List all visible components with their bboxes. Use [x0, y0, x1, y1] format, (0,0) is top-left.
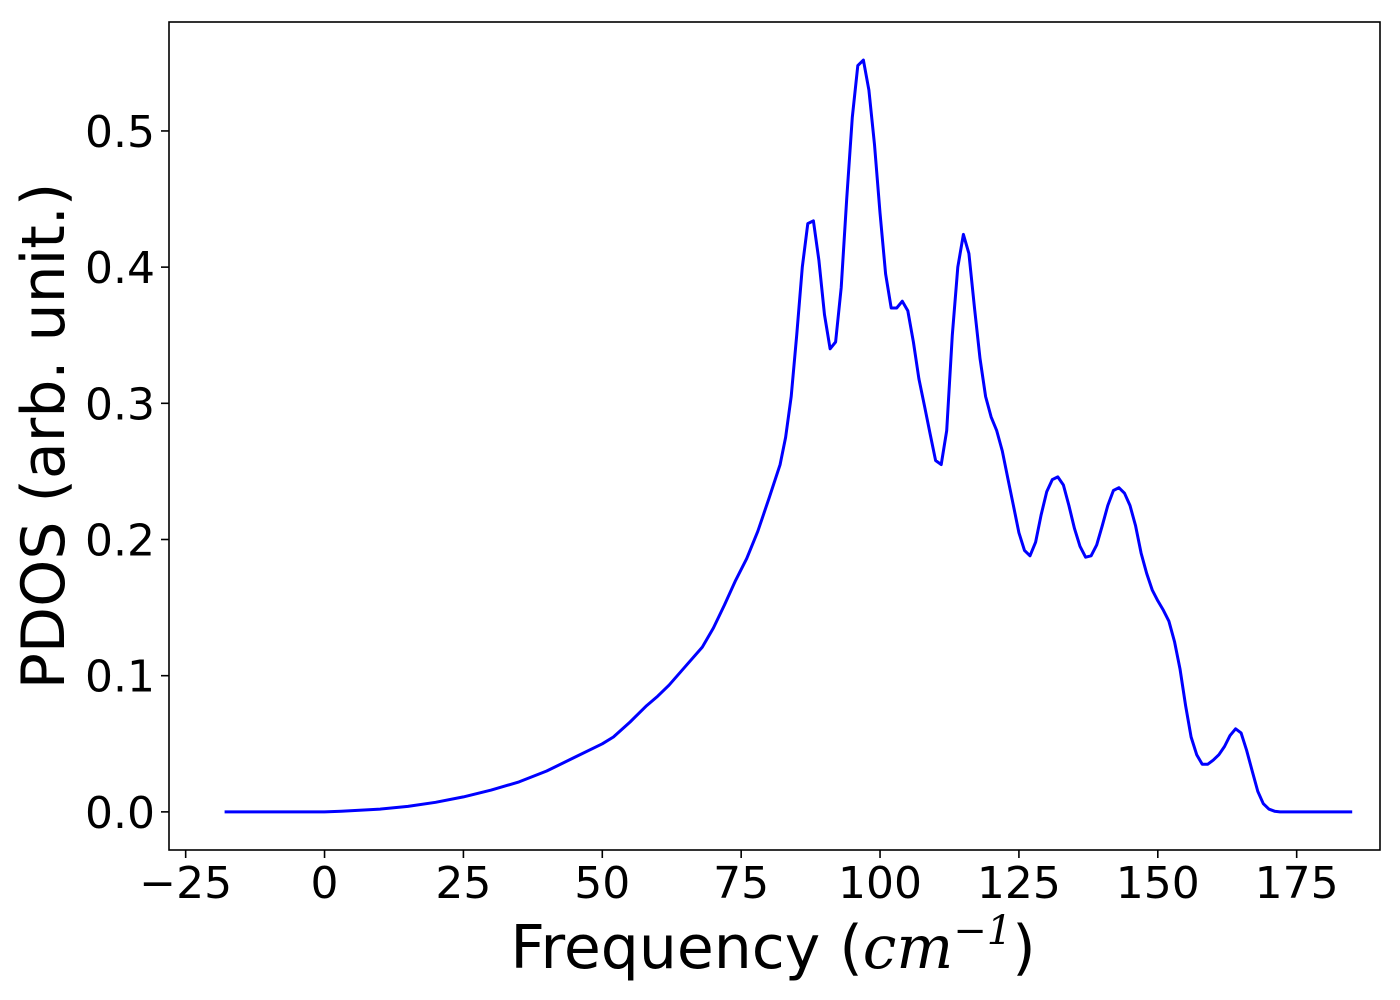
x-tick-label: 25 [435, 858, 491, 909]
pdos-series-line-0 [224, 58, 1353, 814]
y-tick-label: 0.1 [85, 652, 155, 703]
x-tick-label: 150 [1116, 858, 1200, 909]
plot-area [224, 58, 1353, 814]
y-axis-ticks: 0.0 0.1 0.2 0.3 0.4 0.5 [85, 107, 169, 839]
x-tick-label: 75 [713, 858, 769, 909]
y-tick-label: 0.3 [85, 379, 155, 430]
x-axis-ticks: −25 0 25 50 75 100 125 150 175 [139, 850, 1339, 909]
x-tick-label: 125 [977, 858, 1061, 909]
x-tick-label: 175 [1255, 858, 1339, 909]
y-tick-label: 0.5 [85, 107, 155, 158]
y-tick-label: 0.2 [85, 516, 155, 567]
x-tick-label: 100 [838, 858, 922, 909]
x-axis-label: Frequency (cm−1) [510, 908, 1035, 983]
y-tick-label: 0.4 [85, 243, 155, 294]
x-tick-label: −25 [139, 858, 232, 909]
x-tick-label: 50 [574, 858, 630, 909]
y-tick-label: 0.0 [85, 788, 155, 839]
x-tick-label: 0 [311, 858, 339, 909]
axes-frame [168, 21, 1381, 851]
y-axis-label: PDOS (arb. unit.) [9, 183, 79, 690]
